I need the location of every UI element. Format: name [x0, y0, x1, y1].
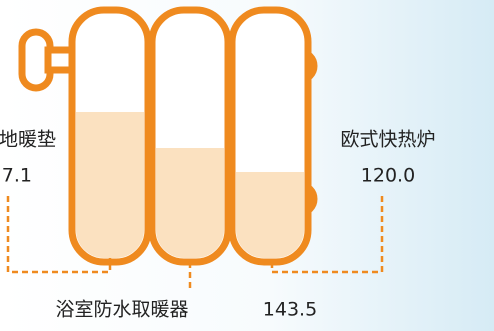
leader-line — [6, 196, 112, 274]
label-value: 143.5 — [263, 299, 317, 321]
label-value: 120.0 — [361, 165, 415, 187]
fill-level — [76, 112, 144, 258]
fills — [76, 112, 304, 258]
label-name: 浴室防水取暖器 — [55, 299, 188, 321]
label-value: 7.1 — [2, 165, 32, 187]
fill-level — [236, 172, 304, 258]
leader-line — [270, 196, 384, 274]
leader-lines — [6, 196, 384, 292]
label-name: 地暖垫 — [0, 129, 56, 151]
label-name: 欧式快热炉 — [340, 129, 435, 151]
fill-level — [156, 148, 224, 258]
